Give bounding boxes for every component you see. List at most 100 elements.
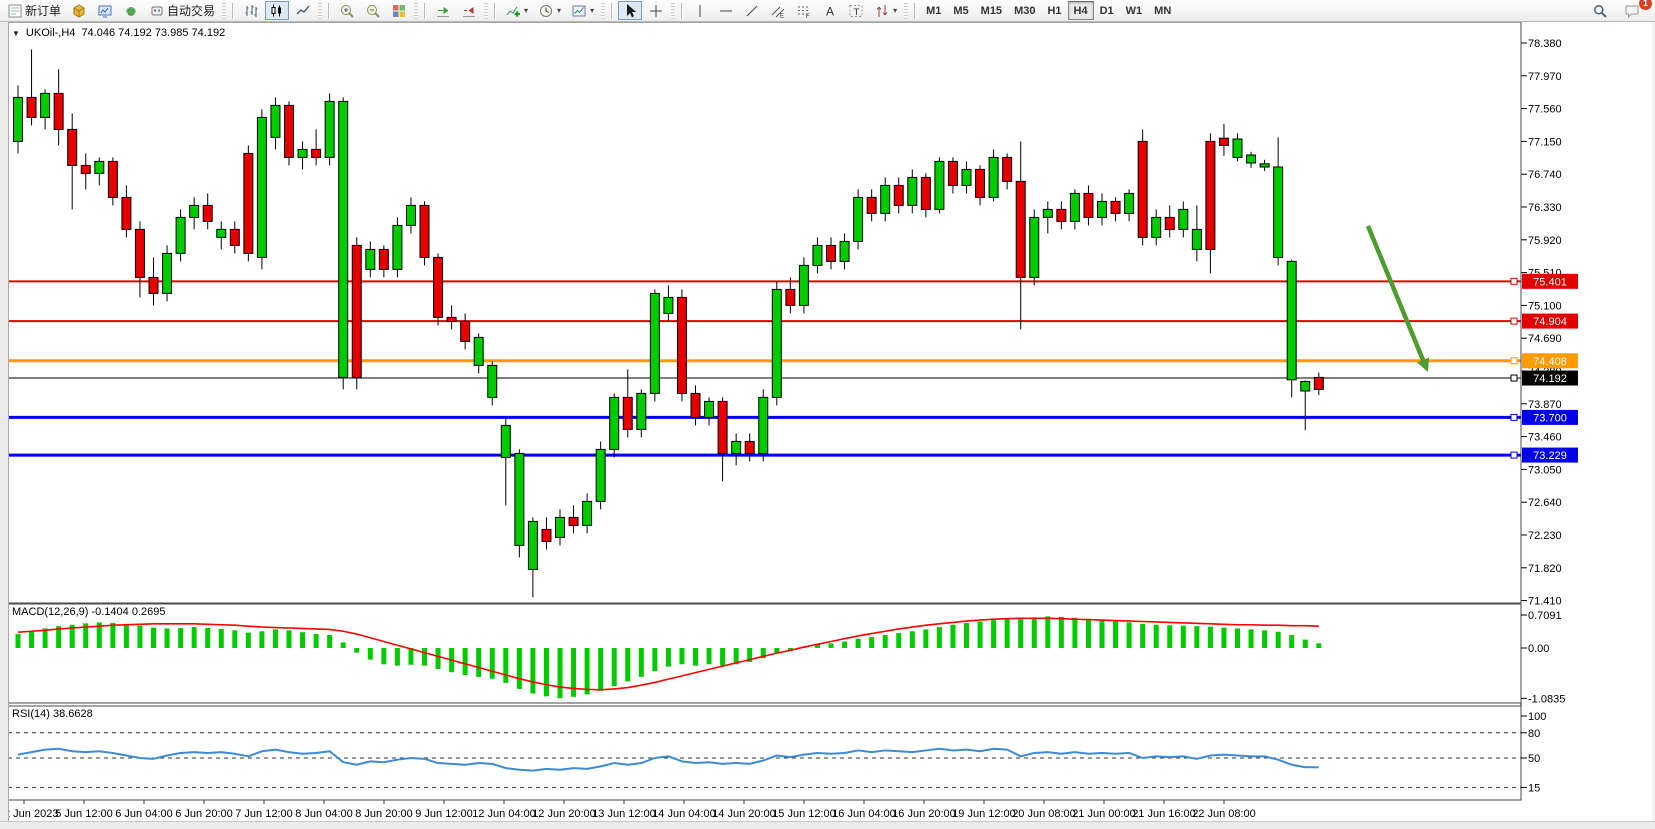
- trend-icon: [744, 3, 760, 19]
- market-depth-button[interactable]: [93, 1, 117, 20]
- window-bottom-frame: [0, 821, 1655, 829]
- time-axis-label: 16 Jun 20:00: [892, 808, 956, 820]
- price-axis-label: 76.740: [1528, 169, 1562, 181]
- timeframe-h1[interactable]: H1: [1041, 1, 1067, 20]
- macd-bar: [96, 622, 102, 648]
- search-button[interactable]: [1588, 1, 1612, 20]
- macd-bar: [530, 648, 536, 694]
- macd-bar: [123, 623, 129, 648]
- macd-bar: [1248, 629, 1254, 648]
- horizontal-line-button[interactable]: [714, 1, 738, 20]
- text-button[interactable]: A: [818, 1, 842, 20]
- candle-down: [1313, 376, 1324, 390]
- signals-button[interactable]: [119, 1, 143, 20]
- hline-icon: [718, 3, 734, 19]
- macd-bar: [476, 648, 482, 677]
- arrows-button[interactable]: ▾: [870, 1, 901, 20]
- svg-text:F: F: [806, 14, 810, 19]
- time-axis-label: 13 Jun 12:00: [592, 808, 656, 820]
- macd-bar: [259, 631, 265, 648]
- candle-up: [988, 156, 999, 198]
- auto-trading-button[interactable]: 自动交易: [145, 1, 219, 20]
- timeframe-m15[interactable]: M15: [975, 1, 1008, 20]
- macd-bar: [178, 628, 184, 648]
- chart-bars-button[interactable]: [239, 1, 263, 20]
- candle-up: [636, 392, 647, 430]
- macd-bar: [516, 648, 522, 689]
- candle-down: [148, 276, 159, 294]
- macd-bar: [1316, 643, 1322, 648]
- toolbar-separator: [424, 2, 427, 19]
- candle-down: [26, 96, 37, 118]
- macd-bar: [462, 648, 468, 675]
- time-axis-label: 15 Jun 12:00: [772, 808, 836, 820]
- dropdown-caret-icon: ▾: [557, 6, 562, 15]
- macd-bar: [1099, 619, 1105, 648]
- macd-bar: [679, 648, 685, 665]
- chart-line-button[interactable]: [291, 1, 315, 20]
- periods-button[interactable]: ▾: [534, 1, 565, 20]
- toolbar-separator: [914, 2, 917, 19]
- template-icon: [571, 3, 587, 19]
- metaeditor-button[interactable]: [67, 1, 91, 20]
- candle-down: [1218, 137, 1229, 146]
- macd-bar: [354, 648, 360, 653]
- chart-candles-button[interactable]: [265, 1, 290, 20]
- equidistant-channel-button[interactable]: E: [766, 1, 790, 20]
- new-order-button[interactable]: 新订单: [3, 1, 65, 20]
- timeframe-m5[interactable]: M5: [947, 1, 974, 20]
- candle-down: [568, 516, 579, 526]
- tile-windows-button[interactable]: [387, 1, 411, 20]
- time-axis-label: 22 Jun 08:00: [1192, 808, 1256, 820]
- macd-bar: [977, 621, 983, 648]
- zoom-out-button[interactable]: [361, 1, 385, 20]
- timeframe-m1[interactable]: M1: [920, 1, 947, 20]
- macd-bar: [340, 642, 346, 648]
- price-axis-label: 72.230: [1528, 530, 1562, 542]
- macd-bar: [435, 648, 441, 669]
- auto-scroll-button[interactable]: [431, 1, 455, 20]
- timeframe-d1[interactable]: D1: [1094, 1, 1120, 20]
- macd-bar: [1140, 623, 1146, 648]
- templates-button[interactable]: ▾: [567, 1, 598, 20]
- trendline-button[interactable]: [740, 1, 764, 20]
- vertical-line-button[interactable]: [688, 1, 712, 20]
- timeframe-w1[interactable]: W1: [1120, 1, 1149, 20]
- candle-up: [907, 176, 918, 206]
- candle-down: [920, 176, 931, 210]
- candle-down: [975, 168, 986, 198]
- fibonacci-button[interactable]: F: [792, 1, 816, 20]
- macd-bar: [1194, 626, 1200, 648]
- macd-bar: [991, 620, 997, 648]
- macd-bar: [936, 627, 942, 648]
- trend-arrow[interactable]: [1365, 225, 1429, 372]
- collapse-icon[interactable]: ▼: [12, 28, 20, 38]
- candle-up: [1042, 208, 1053, 218]
- macd-bar: [760, 648, 766, 659]
- macd-bar: [1031, 617, 1037, 648]
- window-right-frame: [1652, 22, 1655, 829]
- chart-shift-button[interactable]: [457, 1, 481, 20]
- time-axis-label: 5 Jun 12:00: [55, 808, 113, 820]
- chat-button[interactable]: [1620, 1, 1644, 20]
- candle-up: [487, 364, 498, 398]
- zoom-in-button[interactable]: [335, 1, 359, 20]
- candle-down: [446, 316, 457, 322]
- candle-up: [473, 336, 484, 366]
- price-axis-label: 78.380: [1528, 38, 1562, 50]
- labelT-icon: T: [848, 3, 864, 19]
- candle-up: [216, 228, 227, 238]
- crosshair-button[interactable]: [644, 1, 668, 20]
- macd-bar: [489, 648, 495, 679]
- candle-up: [527, 520, 538, 570]
- timeframe-h4[interactable]: H4: [1067, 1, 1094, 20]
- price-axis[interactable]: 78.380 77.970 77.560 77.150 76.740 76.330 75.9…: [1520, 22, 1562, 800]
- timeframe-m30[interactable]: M30: [1008, 1, 1041, 20]
- indicators-button[interactable]: ▾: [501, 1, 532, 20]
- cursor-button[interactable]: [618, 1, 643, 20]
- timeframe-mn[interactable]: MN: [1148, 1, 1177, 20]
- text-label-button[interactable]: T: [844, 1, 868, 20]
- channel-icon: E: [770, 3, 786, 19]
